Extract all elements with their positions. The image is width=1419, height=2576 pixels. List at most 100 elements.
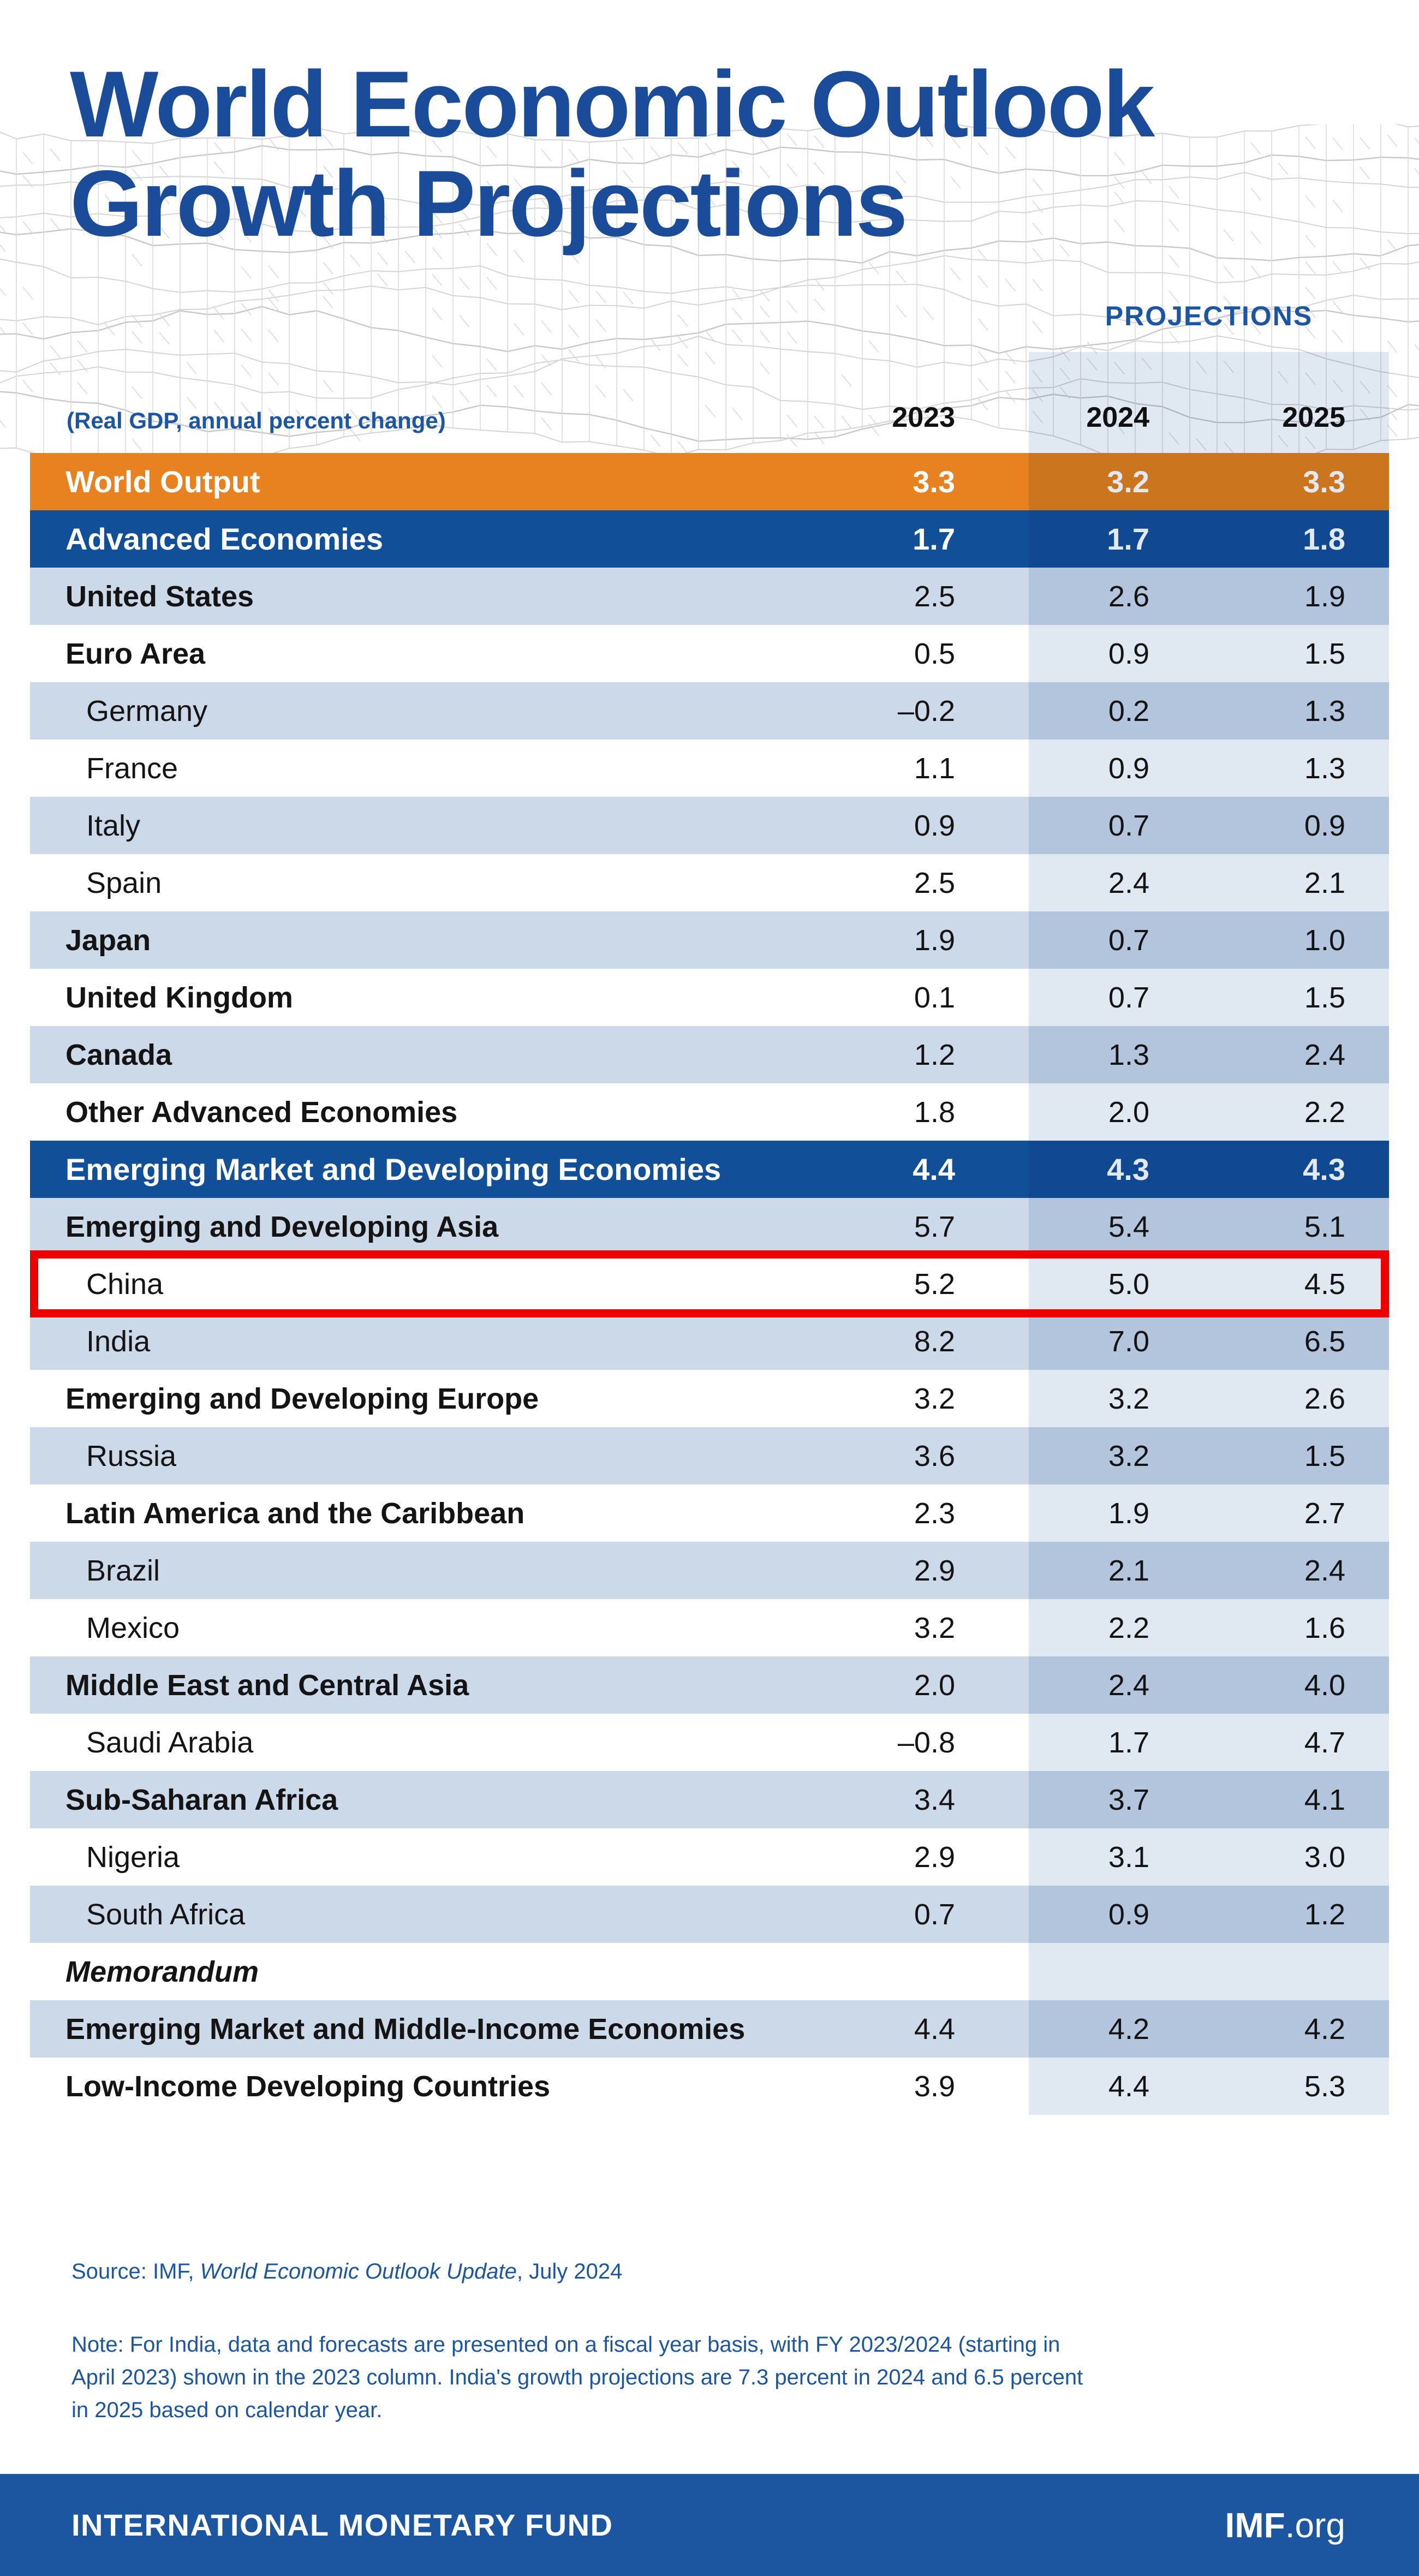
table-row: France 1.1 0.9 1.3 (30, 740, 1389, 797)
row-value-2025: 4.2 (1304, 2012, 1345, 2046)
year-header-2025: 2025 (1282, 402, 1345, 433)
row-label: World Output (65, 464, 260, 499)
row-label: Germany (86, 694, 208, 728)
row-label: India (86, 1325, 151, 1358)
row-value-2024: 3.2 (1107, 464, 1149, 499)
footer-bar: INTERNATIONAL MONETARY FUND IMF.org (0, 2474, 1419, 2576)
row-value-2024: 3.2 (1108, 1382, 1149, 1415)
row-value-2024: 7.0 (1108, 1325, 1149, 1358)
row-value-2025: 2.7 (1304, 1496, 1345, 1530)
table-row: World Output 3.3 3.2 3.3 (30, 453, 1389, 510)
row-value-2024: 1.9 (1108, 1496, 1149, 1530)
row-value-2025: 2.4 (1304, 1554, 1345, 1587)
page-title-line2: Growth Projections (70, 151, 908, 257)
page-title-line1: World Economic Outlook (70, 52, 1155, 157)
year-header-2023: 2023 (892, 402, 955, 433)
row-value-2024: 3.7 (1108, 1783, 1149, 1816)
row-value-2024: 0.7 (1108, 923, 1149, 957)
row-value-2025: 4.3 (1303, 1152, 1345, 1186)
source-suffix: , July 2024 (516, 2259, 623, 2283)
row-value-2023: 2.0 (914, 1668, 955, 1702)
row-label: Brazil (86, 1554, 160, 1587)
table-row: Low-Income Developing Countries 3.9 4.4 5.3 (30, 2058, 1389, 2115)
row-label: Middle East and Central Asia (65, 1668, 469, 1702)
row-label: China (86, 1267, 164, 1301)
row-value-2025: 3.0 (1304, 1840, 1345, 1874)
table-row: Euro Area 0.5 0.9 1.5 (30, 625, 1389, 682)
row-value-2025: 4.0 (1304, 1668, 1345, 1702)
table-subtitle: (Real GDP, annual percent change) (67, 408, 446, 433)
row-value-2023: 3.9 (914, 2070, 955, 2103)
row-value-2025: 1.5 (1304, 981, 1345, 1014)
table-row: Nigeria 2.9 3.1 3.0 (30, 1828, 1389, 1886)
table-row: Emerging and Developing Asia 5.7 5.4 5.1 (30, 1198, 1389, 1255)
row-label: Spain (86, 866, 162, 899)
row-value-2023: 3.3 (913, 464, 955, 499)
row-value-2025: 5.3 (1304, 2070, 1345, 2103)
table-row: Advanced Economies 1.7 1.7 1.8 (30, 510, 1389, 568)
row-value-2024: 0.2 (1108, 694, 1149, 728)
row-label: Emerging and Developing Europe (65, 1382, 539, 1415)
source-prefix: Source: IMF, (71, 2259, 200, 2283)
row-value-2023: 3.6 (914, 1439, 955, 1472)
row-value-2023: –0.8 (897, 1726, 955, 1759)
row-value-2023: 2.9 (914, 1554, 955, 1587)
row-label: United Kingdom (65, 981, 293, 1014)
row-label: Saudi Arabia (86, 1726, 254, 1759)
row-value-2025: 2.6 (1304, 1382, 1345, 1415)
table-row: Saudi Arabia –0.8 1.7 4.7 (30, 1714, 1389, 1771)
row-value-2023: 3.4 (914, 1783, 955, 1816)
row-label: Advanced Economies (65, 522, 383, 556)
growth-table: World Output 3.3 3.2 3.3 Advanced Economies 1… (30, 453, 1389, 2115)
row-label: Memorandum (65, 1955, 259, 1988)
footer-website-imf: IMF (1225, 2505, 1285, 2545)
table-row: South Africa 0.7 0.9 1.2 (30, 1886, 1389, 1943)
row-value-2025: 6.5 (1304, 1325, 1345, 1358)
row-value-2023: 8.2 (914, 1325, 955, 1358)
footer-website: IMF.org (1225, 2505, 1345, 2545)
row-value-2024: 4.3 (1107, 1152, 1149, 1186)
table-row: Memorandum (30, 1943, 1389, 2000)
row-value-2024: 0.9 (1108, 637, 1149, 670)
row-value-2024: 1.7 (1107, 522, 1149, 556)
table-row: Latin America and the Caribbean 2.3 1.9 2.7 (30, 1484, 1389, 1542)
row-value-2025: 2.1 (1304, 866, 1345, 899)
row-value-2023: 2.5 (914, 580, 955, 613)
row-value-2025: 1.3 (1304, 694, 1345, 728)
row-label: Mexico (86, 1611, 180, 1644)
row-value-2023: 3.2 (914, 1611, 955, 1644)
table-row: Other Advanced Economies 1.8 2.0 2.2 (30, 1083, 1389, 1141)
row-label: Emerging Market and Developing Economies (65, 1152, 722, 1186)
row-value-2024: 2.1 (1108, 1554, 1149, 1587)
row-value-2025: 1.2 (1304, 1898, 1345, 1931)
row-value-2024: 2.4 (1108, 1668, 1149, 1702)
row-label: Latin America and the Caribbean (65, 1496, 525, 1530)
row-value-2023: 3.2 (914, 1382, 955, 1415)
page-title: World Economic Outlook Growth Projection… (70, 55, 1325, 254)
row-value-2023: 2.9 (914, 1840, 955, 1874)
row-label: Nigeria (86, 1840, 180, 1874)
row-value-2024: 2.4 (1108, 866, 1149, 899)
table-row: Sub-Saharan Africa 3.4 3.7 4.1 (30, 1771, 1389, 1828)
table-row: Spain 2.5 2.4 2.1 (30, 854, 1389, 911)
row-value-2025: 1.3 (1304, 752, 1345, 785)
row-value-2023: 1.2 (914, 1038, 955, 1071)
row-value-2023: 0.9 (914, 809, 955, 842)
row-value-2025: 1.0 (1304, 923, 1345, 957)
topographic-mesh-decoration (0, 124, 1419, 454)
table-row: Italy 0.9 0.7 0.9 (30, 797, 1389, 854)
table-row: India 8.2 7.0 6.5 (30, 1313, 1389, 1370)
table-row: Germany –0.2 0.2 1.3 (30, 682, 1389, 740)
table-row: Middle East and Central Asia 2.0 2.4 4.0 (30, 1656, 1389, 1714)
row-value-2025: 2.4 (1304, 1038, 1345, 1071)
table-row: United States 2.5 2.6 1.9 (30, 568, 1389, 625)
row-value-2025: 2.2 (1304, 1095, 1345, 1129)
source-publication: World Economic Outlook Update (200, 2259, 517, 2283)
row-value-2025: 5.1 (1304, 1210, 1345, 1243)
india-note-line1: Note: For India, data and forecasts are … (71, 2333, 1060, 2357)
row-value-2025: 1.8 (1303, 522, 1345, 556)
row-label: Italy (86, 809, 141, 842)
column-headers: (Real GDP, annual percent change) 2023 2… (30, 352, 1389, 446)
row-value-2025: 4.7 (1304, 1726, 1345, 1759)
row-value-2024: 3.2 (1108, 1439, 1149, 1472)
